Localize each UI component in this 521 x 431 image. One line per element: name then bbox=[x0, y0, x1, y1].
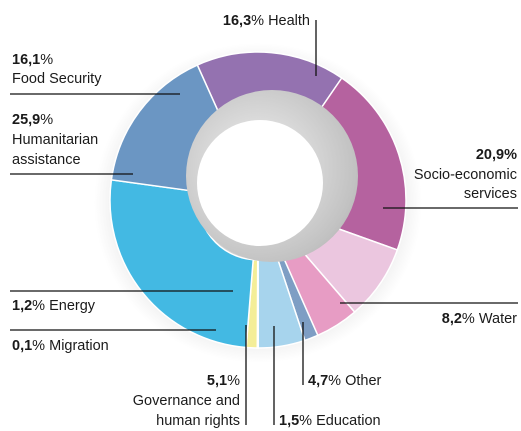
name-education: Education bbox=[316, 413, 381, 429]
label-energy: 1,2% Energy bbox=[12, 298, 96, 314]
value-food: 16,1 bbox=[12, 52, 40, 68]
percent-energy: % bbox=[32, 298, 45, 314]
percent-health: % bbox=[251, 13, 264, 29]
name-health: Health bbox=[268, 13, 310, 29]
label-socio-line2: services bbox=[464, 186, 517, 202]
value-education: 1,5 bbox=[279, 413, 299, 429]
percent-education: % bbox=[299, 413, 312, 429]
label-health: 16,3% Health bbox=[223, 13, 310, 29]
label-humanitarian-line1: Humanitarian bbox=[12, 132, 98, 148]
label-other: 4,7% Other bbox=[308, 373, 382, 389]
percent-socio: % bbox=[504, 147, 517, 163]
label-governance-value: 5,1% bbox=[207, 373, 240, 389]
name-energy: Energy bbox=[49, 298, 96, 314]
value-migration: 0,1 bbox=[12, 338, 32, 354]
percent-water: % bbox=[462, 311, 475, 327]
value-health: 16,3 bbox=[223, 13, 251, 29]
percent-migration: % bbox=[32, 338, 45, 354]
name-water: Water bbox=[479, 311, 517, 327]
label-education: 1,5% Education bbox=[279, 413, 381, 429]
name-other: Other bbox=[345, 373, 381, 389]
donut-hole bbox=[197, 120, 323, 246]
slice-humanitarian-assistance bbox=[109, 178, 254, 349]
value-energy: 1,2 bbox=[12, 298, 32, 314]
label-migration: 0,1% Migration bbox=[12, 338, 109, 354]
percent-other: % bbox=[328, 373, 341, 389]
label-food-value: 16,1% bbox=[12, 52, 53, 68]
label-governance-line1: Governance and bbox=[133, 393, 240, 409]
value-governance: 5,1 bbox=[207, 373, 227, 389]
value-socio: 20,9 bbox=[476, 147, 504, 163]
percent-governance: % bbox=[227, 373, 240, 389]
label-socio-value: 20,9% bbox=[476, 147, 517, 163]
label-socio-line1: Socio-economic bbox=[414, 167, 517, 183]
label-food-name: Food Security bbox=[12, 71, 102, 87]
label-humanitarian-value: 25,9% bbox=[12, 112, 53, 128]
name-migration: Migration bbox=[49, 338, 109, 354]
percent-food: % bbox=[40, 52, 53, 68]
label-humanitarian-line2: assistance bbox=[12, 152, 81, 168]
label-water: 8,2% Water bbox=[442, 311, 517, 327]
value-other: 4,7 bbox=[308, 373, 328, 389]
value-water: 8,2 bbox=[442, 311, 462, 327]
label-governance-line2: human rights bbox=[156, 413, 240, 429]
percent-humanitarian: % bbox=[40, 112, 53, 128]
value-humanitarian: 25,9 bbox=[12, 112, 40, 128]
